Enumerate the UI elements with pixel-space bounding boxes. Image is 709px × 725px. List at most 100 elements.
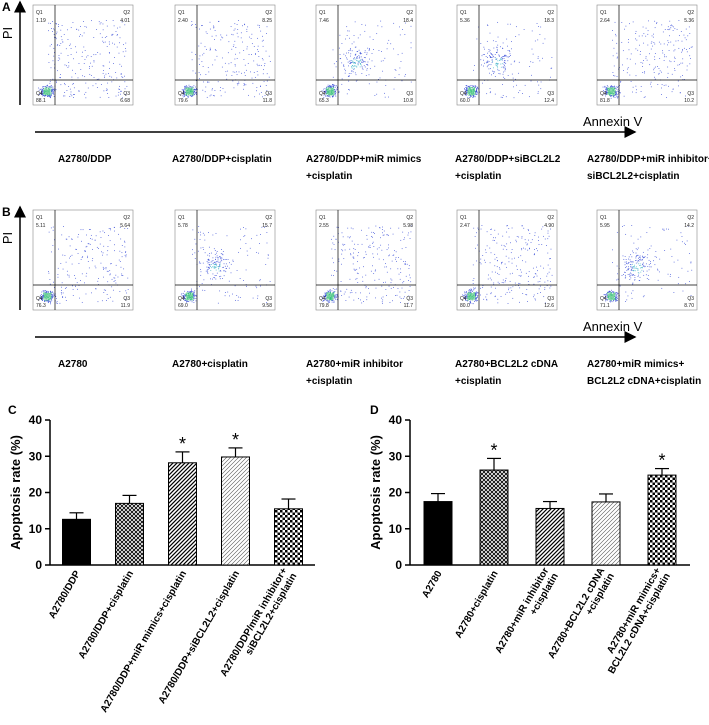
- dot: [334, 87, 336, 88]
- dot: [115, 31, 117, 33]
- dot: [216, 260, 218, 262]
- dot: [127, 228, 129, 229]
- dot: [45, 89, 47, 91]
- dot: [473, 295, 475, 296]
- dot: [67, 55, 69, 56]
- dot: [224, 265, 226, 267]
- dot: [236, 270, 238, 271]
- dot: [336, 226, 338, 228]
- dot: [41, 297, 42, 299]
- dot: [232, 34, 234, 36]
- dot: [516, 269, 518, 270]
- dot: [46, 293, 48, 294]
- dot: [472, 89, 474, 90]
- dot: [333, 91, 335, 92]
- dot: [102, 23, 104, 25]
- dot: [52, 89, 54, 91]
- dot: [78, 29, 80, 31]
- dot: [52, 295, 54, 297]
- dot: [514, 282, 516, 284]
- dot: [211, 89, 213, 91]
- dot: [654, 20, 656, 22]
- dot: [186, 93, 187, 95]
- dot: [670, 25, 672, 27]
- dot: [635, 267, 637, 269]
- dot: [46, 300, 48, 302]
- dot: [612, 88, 614, 90]
- dot: [45, 300, 47, 302]
- dot: [251, 238, 252, 240]
- dot: [223, 270, 225, 272]
- dot: [190, 87, 191, 89]
- dot: [192, 87, 194, 88]
- dot: [537, 270, 538, 272]
- dot: [203, 52, 205, 54]
- quadrant-name: Q3: [123, 91, 130, 97]
- dot: [616, 96, 618, 98]
- dot: [360, 53, 361, 55]
- dot: [500, 96, 502, 98]
- dot: [371, 53, 373, 54]
- dot: [226, 74, 227, 76]
- sample-label: A2780/DDP+miR mimics +cisplatin: [306, 154, 422, 182]
- dot: [184, 91, 186, 93]
- dot: [656, 23, 657, 25]
- dot: [199, 261, 200, 263]
- dot: [56, 298, 57, 300]
- dot: [357, 273, 359, 275]
- dot: [324, 94, 326, 96]
- dot: [91, 238, 93, 240]
- dot: [95, 235, 97, 237]
- dot: [79, 297, 80, 299]
- dot: [184, 295, 186, 297]
- dot: [468, 86, 470, 87]
- dot: [546, 285, 548, 287]
- dot: [672, 30, 674, 31]
- dot: [369, 36, 371, 38]
- dot: [93, 37, 95, 38]
- dot: [121, 245, 123, 246]
- dot: [616, 294, 618, 296]
- dot: [365, 274, 367, 276]
- dot: [474, 296, 476, 298]
- dot: [654, 43, 656, 45]
- dot: [530, 61, 532, 63]
- dot: [329, 291, 331, 293]
- dot: [486, 24, 488, 26]
- dot: [382, 60, 384, 62]
- dot: [381, 226, 383, 228]
- dot: [372, 236, 373, 238]
- dot: [336, 294, 338, 295]
- dot: [330, 94, 332, 96]
- dot: [212, 262, 214, 264]
- dot: [49, 299, 50, 300]
- dot: [124, 55, 126, 57]
- dot: [227, 291, 229, 293]
- dot: [666, 228, 667, 230]
- dot: [191, 89, 193, 91]
- dot: [45, 87, 47, 89]
- dot: [488, 49, 490, 50]
- dot: [213, 26, 215, 28]
- dot: [213, 248, 215, 250]
- dot: [267, 254, 269, 256]
- dot: [54, 29, 55, 31]
- dot: [496, 58, 498, 59]
- dot: [547, 252, 549, 254]
- dot: [328, 89, 330, 91]
- dot: [189, 294, 191, 296]
- dot: [58, 248, 59, 250]
- dot: [616, 265, 618, 267]
- dot: [662, 52, 664, 54]
- dot: [52, 297, 54, 298]
- dot: [91, 260, 93, 262]
- dot: [50, 295, 51, 297]
- dot: [499, 267, 500, 269]
- dot: [494, 295, 496, 297]
- dot: [45, 298, 47, 300]
- dot: [469, 295, 470, 297]
- dot: [47, 302, 49, 304]
- sample-label: A2780/DDP+miR inhibitor+ siBCL2L2+cisplat…: [587, 154, 709, 182]
- dot: [662, 50, 663, 52]
- dot: [90, 238, 91, 239]
